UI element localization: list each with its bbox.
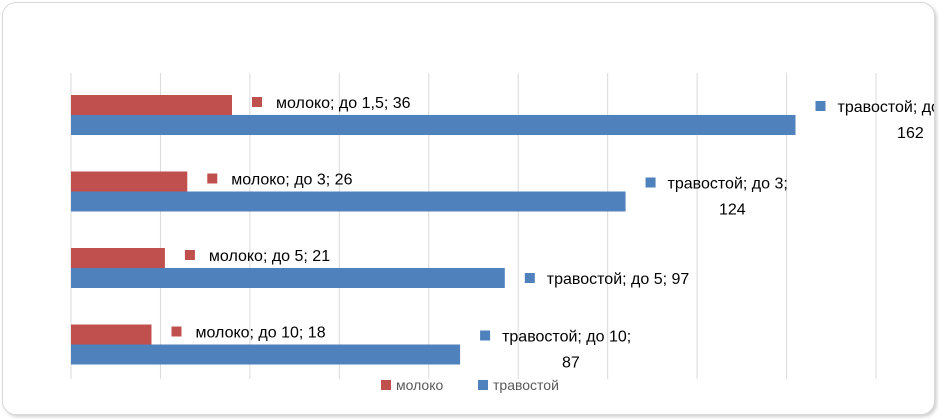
bar-молоко xyxy=(71,324,152,345)
bars xyxy=(71,95,796,365)
bar-молоко xyxy=(71,171,188,192)
label-key-молоко xyxy=(252,97,262,107)
data-label: молоко; до 1,5; 36 xyxy=(276,95,411,112)
data-label: травостой; до 1,5; xyxy=(838,99,935,116)
legend-key-травостой xyxy=(478,380,488,390)
bar-травостой xyxy=(71,268,505,288)
label-key-травостой xyxy=(480,330,491,341)
data-label: травостой; до 3; xyxy=(668,176,788,193)
bar-молоко xyxy=(71,248,165,268)
label-key-молоко xyxy=(207,173,218,184)
bar-травостой xyxy=(71,115,796,135)
legend-entry: травостой xyxy=(493,377,559,393)
bar-chart: молоко; до 1,5; 36 травостой; до 1,5; 162 м… xyxy=(70,73,935,393)
data-label-value: 124 xyxy=(719,202,746,219)
data-label-value: 162 xyxy=(897,125,924,142)
bar-травостой xyxy=(71,191,626,212)
legend-entry: молоко xyxy=(396,377,443,393)
data-label: молоко; до 5; 21 xyxy=(209,248,330,265)
data-label: молоко; до 3; 26 xyxy=(231,172,352,189)
data-label-value: 87 xyxy=(562,355,580,372)
data-label: травостой; до 5; 97 xyxy=(547,271,690,288)
legend: молоко травостой xyxy=(381,377,559,393)
data-label: травостой; до 10; xyxy=(502,329,631,346)
legend-key-молоко xyxy=(381,380,391,390)
bar-молоко xyxy=(71,95,232,115)
label-key-молоко xyxy=(171,326,182,337)
label-key-травостой xyxy=(524,273,535,283)
data-label: молоко; до 10; 18 xyxy=(196,325,326,342)
data-labels: молоко; до 1,5; 36 травостой; до 1,5; 162 м… xyxy=(171,95,935,372)
bar-травостой xyxy=(71,344,461,365)
chart-frame: молоко; до 1,5; 36 травостой; до 1,5; 162 м… xyxy=(2,2,935,415)
label-key-молоко xyxy=(184,250,195,260)
label-key-травостой xyxy=(645,177,656,188)
label-key-травостой xyxy=(815,101,826,111)
